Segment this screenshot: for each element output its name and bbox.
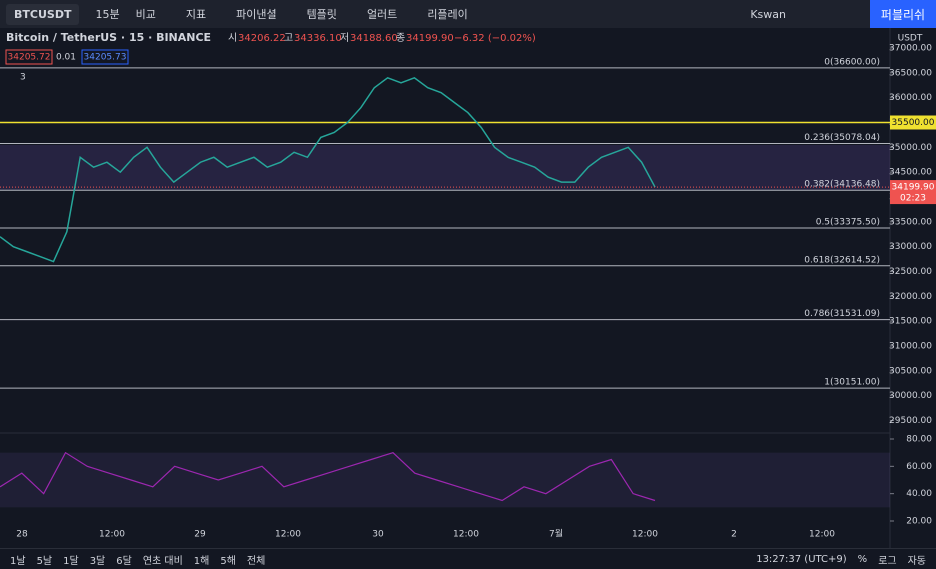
- fib-label: 0.236(35078.04): [804, 133, 880, 143]
- countdown: 02:23: [900, 194, 926, 204]
- toolbar-items: 비교 지표 파이낸셜 템플릿 얼러트 리플레이: [136, 6, 468, 22]
- range-button[interactable]: 3달: [89, 555, 106, 567]
- toolbar-item[interactable]: 리플레이: [427, 8, 468, 21]
- y-tick-label: 33500.00: [889, 217, 932, 227]
- legend-title: Bitcoin / TetherUS · 15 · BINANCE: [6, 31, 211, 44]
- price-line: [0, 76, 656, 263]
- y-tick-label: 31000.00: [889, 342, 932, 352]
- price-tag: 35500.00: [892, 118, 935, 128]
- bottom-bar: 1날 5날 1달 3달 6달 연초 대비 1해 5해 전체 13:27:37 (UTC+9)% 로그…: [0, 548, 936, 569]
- fib-label: 0.618(32614.52): [804, 255, 880, 265]
- y-tick-label: 36000.00: [889, 93, 932, 103]
- chart: 37000.00 36500.00 36000.00 35500.00 35000.00…: [0, 28, 936, 548]
- last-price-bg: [890, 180, 936, 205]
- range-button[interactable]: 5해: [220, 555, 236, 567]
- ask-box: [81, 49, 129, 65]
- last-price: 34199.90: [892, 183, 935, 193]
- rsi-tick-label: 40.00: [906, 489, 932, 499]
- x-tick-label: 29: [194, 530, 206, 540]
- scale-option[interactable]: 자동: [907, 555, 926, 567]
- range-button[interactable]: 연초 대비: [142, 555, 183, 567]
- x-tick-label: 12:00: [809, 530, 835, 540]
- ohlc-value: 34199.90: [406, 33, 454, 44]
- y-tick-label: 37000.00: [889, 44, 932, 54]
- y-tick-label: 30000.00: [889, 391, 932, 401]
- ohlc-key: 저: [340, 32, 349, 44]
- x-tick-label: 12:00: [99, 530, 125, 540]
- publish-button[interactable]: 퍼블리쉬: [870, 0, 936, 28]
- range-button[interactable]: 1날: [10, 555, 26, 567]
- y-tick-label: 35000.00: [889, 143, 932, 153]
- range-button[interactable]: 전체: [246, 555, 266, 567]
- y-tick-label: 31500.00: [889, 317, 932, 327]
- x-tick-label: 7월: [549, 528, 563, 540]
- range-button[interactable]: 1해: [193, 555, 210, 567]
- rsi-band: [0, 452, 890, 508]
- y-tick-label: 32500.00: [889, 267, 932, 277]
- y-tick-label: 33000.00: [889, 242, 932, 252]
- bid: 34205.72: [8, 53, 51, 63]
- fib-zone: [0, 145, 890, 190]
- interval-button[interactable]: 15분: [95, 8, 120, 21]
- x-tick-label: 28: [16, 530, 28, 540]
- fib-label: 0(36600.00): [824, 57, 880, 67]
- plot-bg: [0, 28, 890, 520]
- range-button[interactable]: 6달: [116, 555, 132, 567]
- toolbar-item[interactable]: 지표: [185, 8, 207, 21]
- ohlc-key: 시: [228, 32, 237, 44]
- user-button[interactable]: Kswan: [750, 7, 786, 21]
- range-button[interactable]: 1달: [63, 555, 79, 567]
- toolbar-item[interactable]: 파이낸셜: [236, 8, 277, 21]
- toolbar: BTCUSDT 15분 비교 지표 파이낸셜 템플릿 얼러트 리플레이 Kswan 퍼블리…: [0, 0, 936, 28]
- y-tick-label: 36500.00: [889, 68, 932, 78]
- y-tick-label: 32000.00: [889, 292, 932, 302]
- bid-box: [5, 49, 53, 65]
- scale-option[interactable]: %: [857, 553, 868, 565]
- toolbar-item[interactable]: 템플릿: [306, 8, 337, 21]
- spread: 0.01: [56, 53, 76, 63]
- rsi-line: [0, 451, 656, 502]
- toolbar-item[interactable]: 비교: [135, 8, 156, 21]
- fib-label: 0.5(33375.50): [816, 218, 880, 228]
- fib-label: 0.786(31531.09): [804, 309, 880, 319]
- price-tag-bg: [890, 115, 936, 130]
- fib-label: 0.382(34136.48): [804, 180, 880, 190]
- fib-label: 1(30151.00): [824, 378, 880, 388]
- rsi-tick-label: 80.00: [906, 435, 932, 445]
- x-tick-label: 30: [372, 530, 384, 540]
- ohlc-value: 34336.10: [294, 33, 342, 44]
- y-tick-label: 30500.00: [889, 366, 932, 376]
- y-tick-label: 34500.00: [889, 168, 932, 178]
- symbol-button[interactable]: BTCUSDT: [6, 3, 80, 25]
- axis-unit: USDT: [898, 34, 923, 44]
- range-button[interactable]: 5날: [36, 555, 53, 567]
- ohlc-key: 고: [284, 33, 293, 44]
- ask: 34205.73: [84, 53, 127, 63]
- clock: 13:27:37 (UTC+9): [756, 553, 847, 565]
- scale-option[interactable]: 로그: [878, 555, 897, 567]
- rsi-tick-label: 20.00: [906, 517, 932, 527]
- x-tick-label: 12:00: [632, 530, 658, 540]
- indicator-count: 3: [20, 73, 26, 83]
- toolbar-item[interactable]: 얼러트: [366, 8, 398, 21]
- y-tick-label: 29500.00: [889, 416, 932, 426]
- change: −6.32 (−0.02%): [454, 33, 536, 44]
- x-tick-label: 12:00: [453, 530, 479, 540]
- rsi-tick-label: 60.00: [906, 462, 932, 472]
- ohlc-value: 34188.60: [350, 33, 398, 44]
- ohlc-value: 34206.22: [238, 33, 286, 44]
- ohlc-key: 종: [396, 32, 405, 44]
- x-tick-label: 12:00: [275, 530, 301, 540]
- x-tick-label: 2: [731, 530, 737, 540]
